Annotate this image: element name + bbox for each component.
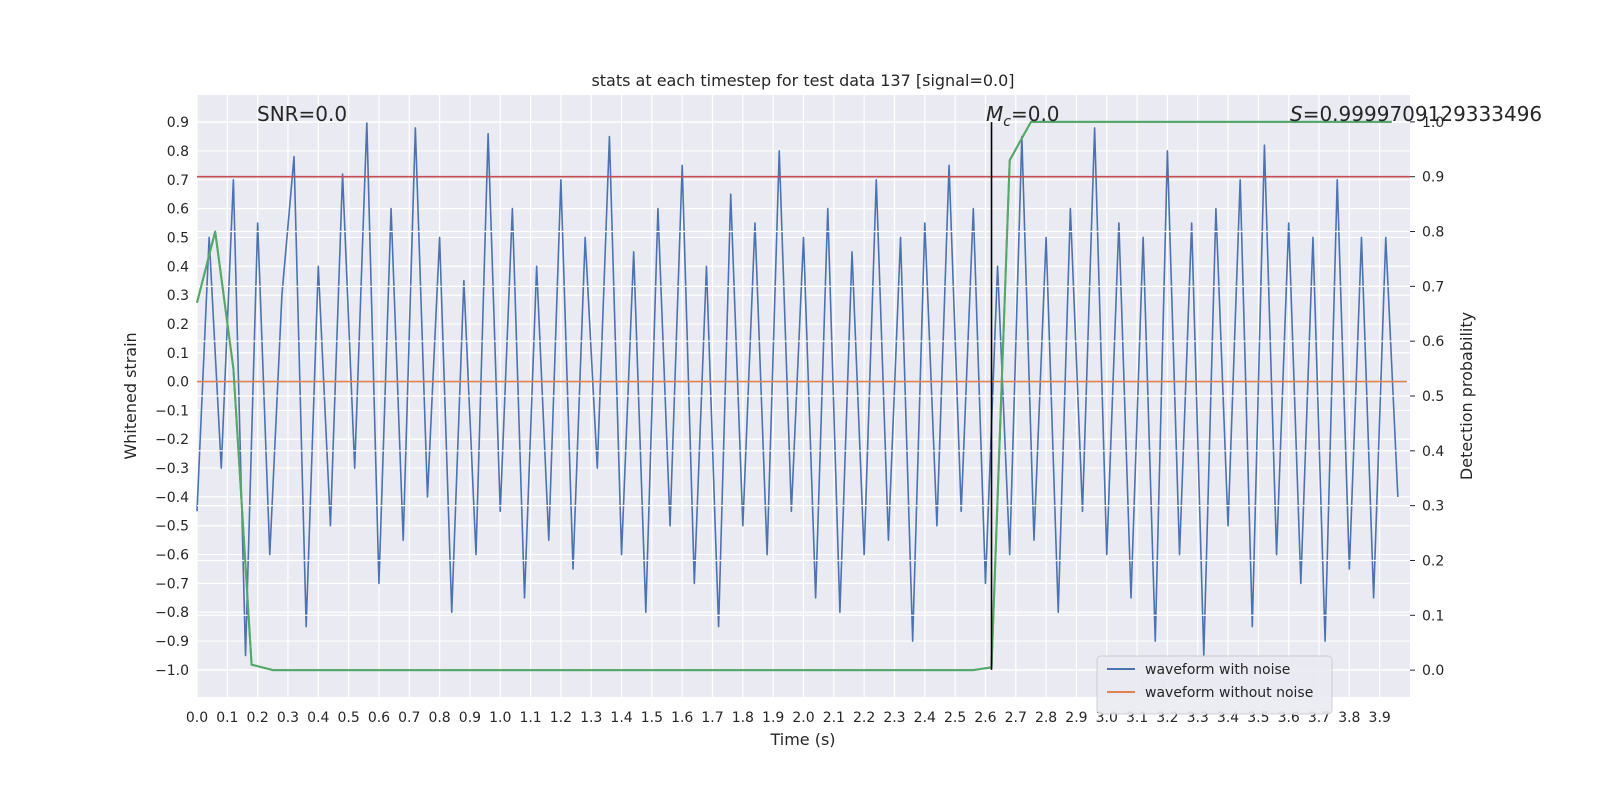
y-tick-label: −0.5 xyxy=(155,519,189,535)
annotation: S=0.9999709129333496 xyxy=(1290,102,1542,126)
y-tick-label: −0.6 xyxy=(155,548,189,564)
y-tick-label: 0.1 xyxy=(167,346,189,362)
x-tick-label: 3.9 xyxy=(1369,710,1391,726)
x-tick-label: 2.1 xyxy=(823,710,845,726)
y-tick-label: 0.6 xyxy=(167,202,189,218)
x-tick-label: 1.8 xyxy=(732,710,754,726)
y-axis-label: Whitened strain xyxy=(121,332,140,459)
x-tick-label: 1.3 xyxy=(580,710,602,726)
x-tick-label: 2.4 xyxy=(914,710,936,726)
y2-tick-label: 0.2 xyxy=(1422,553,1444,569)
annotation-symbol: M xyxy=(986,102,1003,126)
x-tick-label: 1.0 xyxy=(489,710,511,726)
y-tick-label: 0.0 xyxy=(167,375,189,391)
x-tick-label: 3.8 xyxy=(1338,710,1360,726)
y-tick-label: −0.8 xyxy=(155,605,189,621)
x-tick-label: 0.0 xyxy=(186,710,208,726)
annotation-subscript: c xyxy=(1003,114,1011,130)
x-tick-label: 1.1 xyxy=(519,710,541,726)
y-tick-label: −1.0 xyxy=(155,663,189,679)
y-tick-label: −0.7 xyxy=(155,576,189,592)
legend: waveform with noise waveform without nois… xyxy=(1096,655,1333,715)
x-tick-label: 1.4 xyxy=(610,710,632,726)
y-tick-label: 0.5 xyxy=(167,230,189,246)
x-tick-label: 2.7 xyxy=(1005,710,1027,726)
annotation: Mc=0.0 xyxy=(986,102,1060,130)
x-tick-label: 1.5 xyxy=(641,710,663,726)
legend-box xyxy=(1096,655,1333,715)
x-tick-label: 1.6 xyxy=(671,710,693,726)
x-tick-label: 1.7 xyxy=(701,710,723,726)
x-tick-label: 0.2 xyxy=(247,710,269,726)
chart-title: stats at each timestep for test data 137… xyxy=(591,71,1014,90)
y-tick-label: −0.3 xyxy=(155,461,189,477)
y-tick-label: −0.4 xyxy=(155,490,189,506)
y-tick-label: 0.4 xyxy=(167,259,189,275)
x-tick-label: 0.6 xyxy=(368,710,390,726)
x-tick-label: 2.0 xyxy=(792,710,814,726)
x-tick-label: 0.1 xyxy=(216,710,238,726)
y2-tick-label: 0.6 xyxy=(1422,334,1444,350)
y2-tick-label: 0.8 xyxy=(1422,225,1444,241)
annotation: SNR=0.0 xyxy=(257,102,347,126)
annotation-symbol: S xyxy=(1290,102,1303,126)
y2-tick-label: 0.7 xyxy=(1422,279,1444,295)
legend-label: waveform without noise xyxy=(1145,685,1313,701)
annotation-rest: =0.0 xyxy=(1011,102,1060,126)
x-axis-label: Time (s) xyxy=(769,730,835,749)
x-tick-label: 2.3 xyxy=(883,710,905,726)
x-tick-label: 2.5 xyxy=(944,710,966,726)
y2-tick-label: 1.0 xyxy=(1422,115,1444,131)
legend-label: waveform with noise xyxy=(1145,662,1290,678)
x-tick-label: 0.9 xyxy=(459,710,481,726)
annotation-rest: =0.9999709129333496 xyxy=(1303,102,1542,126)
x-tick-label: 0.4 xyxy=(307,710,329,726)
x-tick-label: 2.2 xyxy=(853,710,875,726)
x-tick-label: 0.3 xyxy=(277,710,299,726)
y-tick-label: 0.3 xyxy=(167,288,189,304)
y2-axis-label: Detection probability xyxy=(1457,312,1476,480)
waveform-line xyxy=(196,121,1399,657)
y2-tick-label: 0.4 xyxy=(1422,444,1444,460)
y2-tick-label: 0.9 xyxy=(1422,170,1444,186)
y-tick-label: 0.9 xyxy=(167,115,189,131)
probability-line-top xyxy=(196,120,1392,672)
y2-tick-label: 0.3 xyxy=(1422,499,1444,515)
x-tick-label: 2.8 xyxy=(1035,710,1057,726)
y-tick-label: 0.7 xyxy=(167,173,189,189)
y-tick-label: −0.9 xyxy=(155,634,189,650)
x-tick-label: 2.9 xyxy=(1065,710,1087,726)
x-tick-label: 0.7 xyxy=(398,710,420,726)
y-tick-label: −0.2 xyxy=(155,432,189,448)
y-tick-label: 0.8 xyxy=(167,144,189,160)
x-tick-label: 2.6 xyxy=(974,710,996,726)
y-tick-label: 0.2 xyxy=(167,317,189,333)
x-tick-label: 1.9 xyxy=(762,710,784,726)
x-tick-label: 0.5 xyxy=(337,710,359,726)
y2-tick-label: 0.5 xyxy=(1422,389,1444,405)
y-tick-label: −0.1 xyxy=(155,403,189,419)
x-tick-label: 1.2 xyxy=(550,710,572,726)
x-tick-label: 0.8 xyxy=(428,710,450,726)
y2-tick-label: 0.1 xyxy=(1422,608,1444,624)
y2-tick-label: 0.0 xyxy=(1422,663,1444,679)
